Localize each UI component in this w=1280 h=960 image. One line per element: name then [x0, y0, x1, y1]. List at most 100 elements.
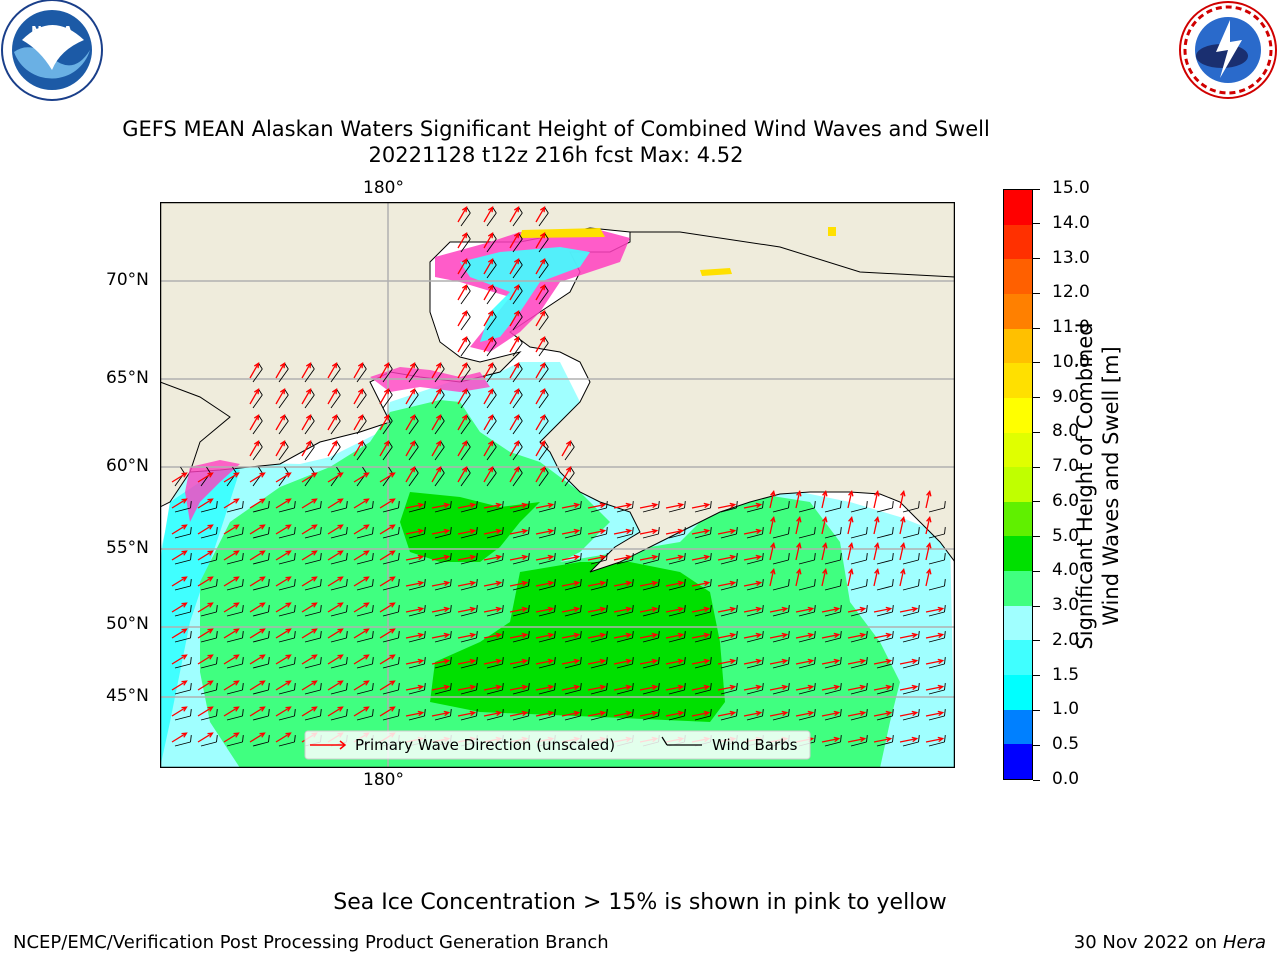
- wind-barb-feather: [736, 683, 738, 691]
- wind-barb-staff: [746, 611, 763, 617]
- wind-barb-feather: [570, 466, 575, 474]
- wave-direction-arrowhead: [253, 388, 260, 395]
- wave-direction-arrow: [301, 440, 312, 457]
- wind-barb-feather: [440, 466, 445, 474]
- wind-barb-feather: [242, 527, 244, 535]
- wind-barb-staff: [174, 637, 191, 643]
- wind-barb-staff: [512, 611, 529, 617]
- wind-barb-staff: [304, 394, 315, 409]
- wind-barb-feather: [216, 657, 218, 665]
- wind-barb-feather: [336, 414, 341, 422]
- wind-barb-feather: [866, 657, 868, 665]
- wave-direction-arrowhead: [207, 680, 214, 686]
- wave-direction-arrowhead: [357, 440, 364, 447]
- wind-barb-staff: [460, 585, 477, 591]
- wave-direction-arrow: [483, 362, 494, 379]
- wind-barb-staff: [746, 533, 763, 539]
- wave-direction-arrowhead: [729, 580, 737, 587]
- wave-direction-arrow: [405, 529, 423, 535]
- wind-barb-staff: [616, 715, 633, 721]
- wind-barb-feather: [918, 735, 920, 743]
- wave-direction-arrowhead: [729, 710, 737, 717]
- wind-barb-feather: [268, 579, 270, 587]
- wind-barb-feather: [466, 336, 471, 344]
- wave-direction-arrowhead: [573, 710, 581, 717]
- wind-barb-feather: [606, 579, 608, 587]
- wind-barb-feather: [476, 657, 478, 665]
- wind-barb-staff: [746, 689, 763, 695]
- colorbar-tick-label: 6.0: [1052, 490, 1080, 511]
- wave-direction-arrowhead: [859, 736, 867, 743]
- colorbar-tick-label: 15.0: [1052, 178, 1090, 198]
- wave-direction-arrowhead: [539, 414, 546, 421]
- wave-direction-arrowhead: [703, 632, 711, 639]
- wave-direction-arrow: [587, 581, 605, 587]
- colorbar-segment: [1004, 224, 1032, 260]
- wave-direction-arrow: [327, 706, 343, 717]
- wind-barb-staff: [642, 533, 659, 539]
- wave-direction-arrowhead: [181, 524, 188, 530]
- wind-barb-staff: [408, 446, 419, 461]
- wave-direction-arrow: [795, 711, 813, 717]
- wind-barb-feather: [762, 527, 764, 535]
- wave-direction-arrow: [197, 498, 213, 509]
- wind-barb-staff: [278, 559, 295, 565]
- wave-direction-arrowhead: [573, 632, 581, 639]
- wave-direction-arrow: [431, 607, 449, 613]
- wave-direction-arrow: [223, 680, 239, 691]
- wind-barb-feather: [518, 362, 523, 370]
- wind-barb-feather: [814, 683, 816, 691]
- wind-barb-feather: [466, 284, 471, 292]
- wind-barb-staff: [538, 394, 549, 409]
- wave-direction-arrow: [457, 336, 468, 353]
- wind-barb-staff: [434, 585, 451, 591]
- wave-direction-arrow: [535, 310, 546, 327]
- wave-direction-arrowhead: [573, 528, 581, 535]
- wind-barb-feather: [294, 501, 296, 509]
- wind-barb-feather: [580, 605, 582, 613]
- wind-barb-feather: [658, 657, 660, 665]
- wave-direction-arrowhead: [181, 498, 188, 504]
- wave-direction-arrow: [509, 284, 520, 301]
- wave-direction-arrow: [665, 555, 683, 561]
- wind-barb-staff: [824, 585, 841, 591]
- colorbar-tick-label: 7.0: [1052, 456, 1080, 477]
- lon-label-top: 180°: [363, 178, 404, 198]
- wave-direction-arrow: [483, 388, 494, 405]
- wind-barb-staff: [850, 611, 867, 617]
- wave-direction-arrow: [639, 529, 657, 535]
- wind-barb-staff: [538, 420, 549, 435]
- graticule: [160, 202, 955, 768]
- wind-barb-staff: [902, 715, 919, 721]
- wave-direction-arrowhead: [363, 680, 370, 686]
- wave-direction-arrowhead: [729, 554, 737, 561]
- wind-barb-feather: [710, 501, 712, 509]
- wind-barb-staff: [668, 715, 685, 721]
- wind-barb-feather: [918, 709, 920, 717]
- wind-barb-staff: [538, 637, 555, 643]
- legend-wind-barb: [661, 736, 668, 746]
- wave-direction-arrow: [795, 633, 813, 639]
- wind-barb-feather: [320, 501, 322, 509]
- wind-barb-feather: [268, 527, 270, 535]
- wave-direction-arrowhead: [770, 567, 776, 575]
- wave-direction-arrow: [275, 628, 291, 639]
- wind-barb-feather: [372, 605, 374, 613]
- wave-direction-arrow: [691, 659, 709, 665]
- wave-direction-arrowhead: [513, 336, 520, 343]
- wind-barb-staff: [460, 212, 471, 227]
- wind-barb-staff: [850, 715, 867, 721]
- wave-direction-arrow: [717, 633, 735, 639]
- wind-barb-staff: [304, 446, 315, 461]
- wind-barb-staff: [720, 507, 737, 513]
- wind-barb-staff: [512, 559, 529, 565]
- wind-barb-feather: [190, 631, 192, 639]
- wave-direction-arrow: [353, 472, 369, 483]
- wave-direction-arrowhead: [539, 466, 546, 473]
- wave-direction-arrow: [483, 711, 501, 717]
- wave-direction-arrow: [249, 680, 265, 691]
- wave-direction-arrow: [899, 685, 917, 691]
- wind-barb-feather: [268, 605, 270, 613]
- wave-direction-arrowhead: [417, 502, 425, 509]
- wave-direction-arrowhead: [565, 466, 572, 473]
